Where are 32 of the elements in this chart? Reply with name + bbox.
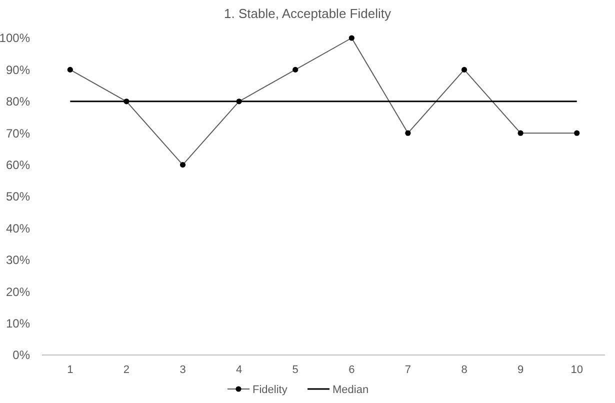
point xyxy=(518,130,524,136)
y-tick-label: 40% xyxy=(6,221,30,236)
x-tick-label: 4 xyxy=(236,364,242,376)
y-tick-label: 80% xyxy=(6,94,30,109)
point xyxy=(292,66,298,72)
point xyxy=(405,130,411,136)
x-tick-label: 10 xyxy=(570,364,583,376)
x-tick-label: 9 xyxy=(517,364,524,376)
y-tick-label: 50% xyxy=(6,190,30,204)
y-tick-label: 10% xyxy=(6,316,30,330)
y-tick-label: 100% xyxy=(0,31,30,46)
point xyxy=(180,162,186,168)
y-tick-label: 70% xyxy=(6,126,30,140)
x-tick-label: 2 xyxy=(123,364,130,376)
x-tick-label: 6 xyxy=(348,364,355,376)
y-tick-label: 20% xyxy=(6,284,30,299)
point xyxy=(574,130,580,136)
y-tick-label: 30% xyxy=(6,253,30,268)
point xyxy=(348,35,354,41)
chart-title: 1. Stable, Acceptable Fidelity xyxy=(224,6,392,21)
x-tick-label: 1 xyxy=(67,364,74,376)
x-tick-label: 5 xyxy=(292,364,298,376)
x-tick-label: 8 xyxy=(461,364,468,376)
point xyxy=(461,66,468,72)
y-tick-label: 0% xyxy=(12,348,30,362)
legend-label: Fidelity xyxy=(252,384,288,396)
x-tick-label: 3 xyxy=(180,364,186,376)
y-tick-label: 60% xyxy=(6,158,30,172)
y-tick-label: 90% xyxy=(6,62,30,77)
legend-label: Median xyxy=(332,384,369,396)
point xyxy=(67,66,73,72)
x-tick-label: 7 xyxy=(404,364,412,376)
